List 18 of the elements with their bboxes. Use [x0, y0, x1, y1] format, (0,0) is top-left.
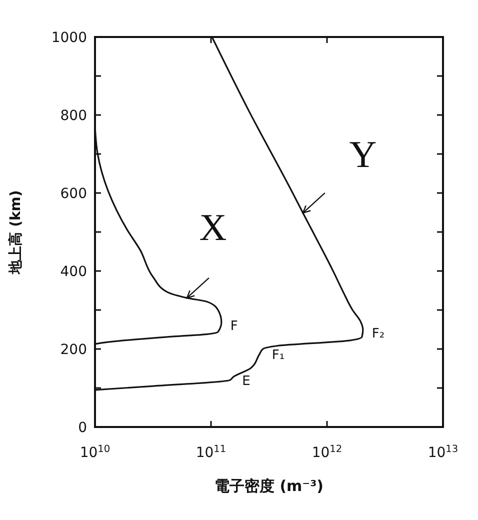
legend-label: X — [199, 206, 227, 249]
annotation: F — [230, 319, 238, 334]
legend-label: Y — [349, 134, 377, 176]
y-axis-title: 地上高 (km) — [7, 190, 24, 275]
y-tick-label: 1000 — [51, 30, 87, 46]
y-tick-label: 800 — [60, 108, 87, 124]
annotation: E — [242, 374, 250, 390]
annotation: F₂ — [372, 326, 385, 342]
x-tick-label: 10$^{12}$ — [312, 444, 342, 461]
x-tick-label: 10$^{11}$ — [196, 444, 226, 461]
y-tick-label: 0 — [78, 420, 87, 436]
y-tick-label: 400 — [60, 264, 87, 280]
x-axis-title: 電子密度 (m⁻³) — [214, 477, 324, 495]
annotation: F₁ — [272, 348, 285, 363]
x-tick-label: 10$^{10}$ — [80, 444, 110, 461]
y-tick-label: 600 — [60, 186, 87, 202]
x-tick-label: 10$^{13}$ — [428, 444, 458, 461]
y-tick-label: 200 — [60, 342, 87, 358]
